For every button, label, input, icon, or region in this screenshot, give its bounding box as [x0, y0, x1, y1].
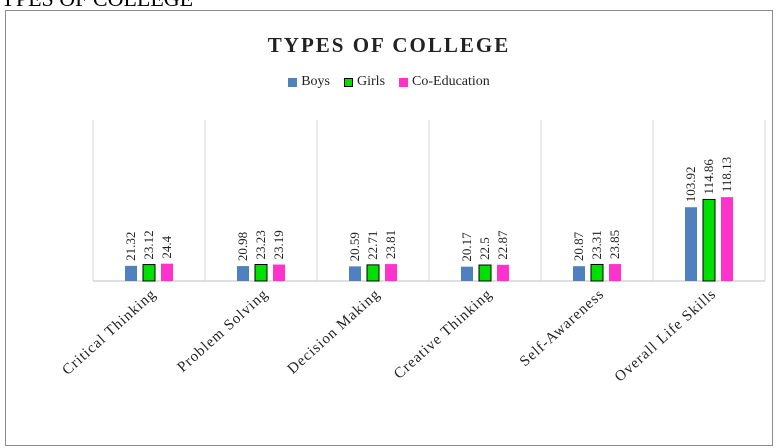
legend-label-boys: Boys [301, 74, 331, 89]
legend-label-girls: Girls [357, 74, 386, 89]
data-label: 22.5 [477, 237, 492, 260]
legend-swatch-co-education [399, 77, 409, 87]
page-heading: YPES OF COLLEGE [0, 0, 193, 12]
bar [349, 266, 361, 281]
bar [237, 266, 249, 281]
legend-swatch-girls [344, 77, 354, 87]
chart-legend: Boys Girls Co-Education [6, 74, 772, 90]
bar [161, 263, 173, 281]
legend-label-co-education: Co-Education [412, 74, 490, 89]
data-label: 24.4 [159, 235, 174, 258]
data-label: 23.23 [253, 230, 268, 259]
bar [366, 264, 380, 282]
bar [685, 207, 697, 281]
chart-frame: TYPES OF COLLEGE Boys Girls Co-Education [5, 10, 773, 446]
category-label: Problem Solving [175, 286, 272, 376]
bar [273, 264, 285, 281]
category-label: Self-Awareness [517, 286, 608, 370]
legend-item-girls: Girls [344, 74, 385, 90]
category-label: Decision Making [285, 286, 384, 377]
legend-item-co-education: Co-Education [399, 74, 490, 90]
bar [142, 264, 156, 282]
data-label: 22.87 [495, 230, 510, 260]
bar [478, 264, 492, 282]
data-label: 23.31 [589, 230, 604, 259]
bar [125, 265, 137, 281]
legend-item-boys: Boys [288, 74, 330, 90]
data-label: 20.87 [571, 231, 586, 261]
data-label: 118.13 [719, 157, 734, 192]
chart-title: TYPES OF COLLEGE [267, 33, 511, 57]
data-label: 23.19 [271, 230, 286, 259]
data-label: 23.85 [607, 230, 622, 259]
data-label: 20.98 [235, 232, 250, 261]
legend-swatch-boys [288, 77, 298, 87]
data-label: 21.32 [123, 232, 138, 261]
bar [590, 263, 604, 282]
bar [573, 266, 585, 281]
bar [721, 197, 733, 281]
category-label: Critical Thinking [59, 286, 159, 378]
bar [497, 264, 509, 281]
bar [609, 264, 621, 281]
category-label: Overall Life Skills [612, 286, 720, 385]
data-label: 114.86 [701, 159, 716, 195]
category-label: Creative Thinking [391, 286, 496, 382]
bar [702, 198, 716, 282]
data-label: 23.81 [383, 230, 398, 259]
data-label: 20.17 [459, 232, 474, 262]
bar [254, 264, 268, 282]
bar [385, 264, 397, 281]
data-label: 22.71 [365, 231, 380, 260]
data-label: 20.59 [347, 232, 362, 261]
bar [461, 266, 473, 281]
data-label: 103.92 [683, 166, 698, 202]
data-label: 23.12 [141, 230, 156, 259]
